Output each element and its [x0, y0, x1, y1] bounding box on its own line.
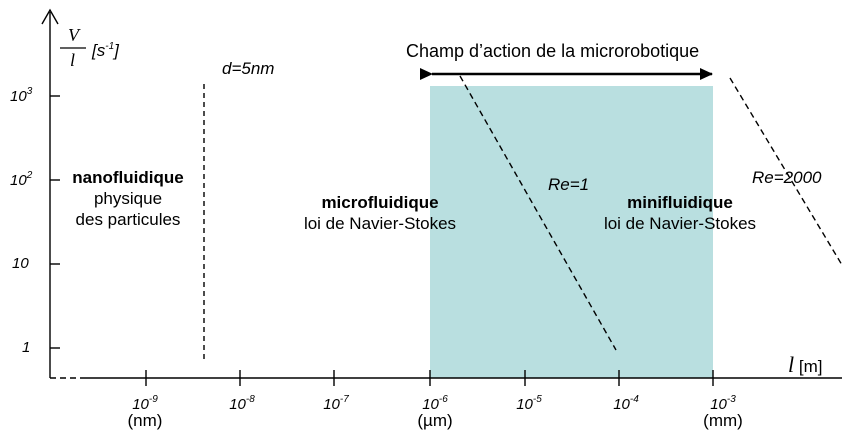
x-tick-exp: -8 [245, 394, 255, 405]
y-tick-base: 10 [10, 88, 27, 105]
nanofluidique-block: nanofluidique physique des particules [48, 167, 208, 230]
x-tick-unit: (µm) [417, 411, 453, 430]
x-tick-base: 10 [710, 396, 727, 413]
x-label-var: l [788, 352, 795, 377]
x-tick-base: 10 [323, 396, 340, 413]
d-5nm-label: d=5nm [222, 59, 275, 78]
x-tick-base: 10 [613, 396, 630, 413]
re1-dashed-line [459, 75, 617, 351]
x-tick-exp: -3 [726, 394, 736, 405]
y-label-denominator: l [70, 50, 76, 70]
x-tick-label-10-4: 10-4 [606, 392, 646, 413]
y-tick-exp: 2 [26, 170, 33, 181]
nanofluidique-line2: des particules [75, 210, 181, 229]
x-tick-base: 10 [516, 396, 533, 413]
x-tick-exp: -5 [532, 394, 542, 405]
x-tick-unit: (nm) [127, 411, 163, 430]
x-tick-base: 10 [229, 396, 246, 413]
x-tick-label-10-7: 10-7 [316, 392, 356, 413]
nanofluidique-title: nanofluidique [72, 168, 184, 187]
y-label-numerator: V [68, 25, 79, 45]
re2000-label: Re=2000 [752, 168, 822, 187]
y-label-unit-base: [s [92, 41, 106, 60]
minifluidique-line1: loi de Navier-Stokes [603, 214, 757, 233]
minifluidique-title: minifluidique [627, 193, 733, 212]
x-tick-label-10-5: 10-5 [509, 392, 549, 413]
x-tick-label-10-3: 10-3 (mm) [698, 392, 748, 430]
y-tick-base: 10 [12, 255, 29, 272]
x-label-unit: [m] [798, 357, 823, 376]
nanofluidique-line1: physique [93, 189, 163, 208]
y-label-unit-exp: -1 [105, 41, 115, 52]
x-tick-exp: -6 [438, 394, 448, 405]
y-axis-arrow [41, 8, 59, 25]
x-axis-label: l [m] [788, 352, 823, 377]
microfluidique-title: microfluidique [321, 193, 439, 212]
y-tick-label-10-2: 102 [10, 170, 32, 189]
re2000-dashed-line [729, 77, 842, 266]
y-tick-label-1: 1 [22, 339, 30, 356]
microfluidique-line1: loi de Navier-Stokes [303, 214, 457, 233]
x-tick-exp: -4 [629, 394, 639, 405]
y-tick-exp: 3 [26, 86, 33, 97]
x-tick-label-10-6: 10-6 (µm) [415, 392, 455, 430]
x-tick-base: 10 [422, 396, 439, 413]
x-tick-exp: -9 [148, 394, 158, 405]
x-tick-label-10-9: 10-9 (nm) [125, 392, 165, 430]
y-tick-base: 10 [10, 172, 27, 189]
x-tick-base: 10 [132, 396, 149, 413]
y-tick-base: 1 [22, 339, 31, 356]
y-tick-label-10-3: 103 [10, 86, 32, 105]
x-tick-label-10-8: 10-8 [222, 392, 262, 413]
y-tick-label-10: 10 [12, 255, 29, 272]
x-tick-unit: (mm) [703, 411, 743, 430]
microrobotics-range-highlight [430, 86, 713, 378]
x-tick-marks [145, 370, 714, 386]
y-label-unit: [s-1] [92, 37, 119, 61]
x-tick-exp: -7 [339, 394, 349, 405]
champ-label: Champ d’action de la microrobotique [406, 41, 700, 61]
y-label-unit-end: ] [114, 41, 119, 60]
microfluidique-block: microfluidique loi de Navier-Stokes [280, 192, 480, 234]
re1-label: Re=1 [548, 175, 590, 194]
minifluidique-block: minifluidique loi de Navier-Stokes [580, 192, 780, 234]
